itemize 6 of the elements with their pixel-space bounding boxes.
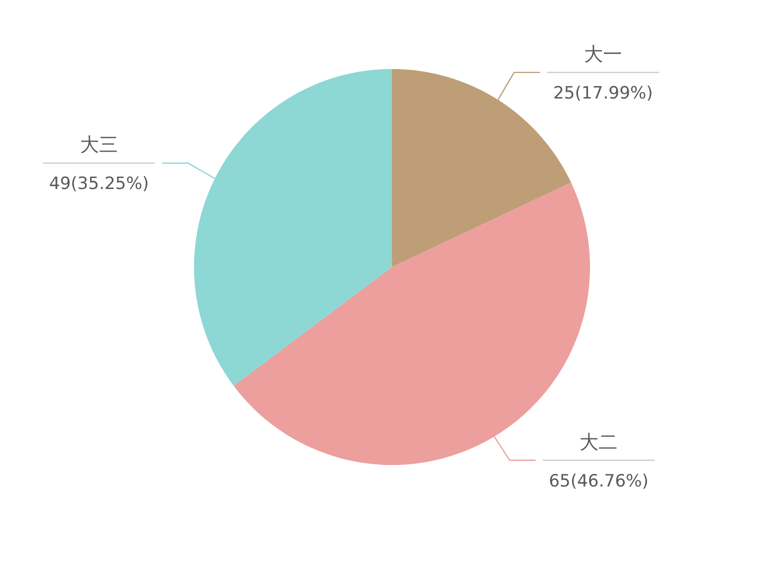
slice-label: 大二 [580,431,618,454]
slice-label: 大三 [80,134,118,156]
data-label: 49(35.25%) [49,174,149,194]
slice-label: 大一 [584,43,622,66]
data-label: 65(46.76%) [548,471,649,492]
data-label: 25(17.99%) [553,83,653,104]
